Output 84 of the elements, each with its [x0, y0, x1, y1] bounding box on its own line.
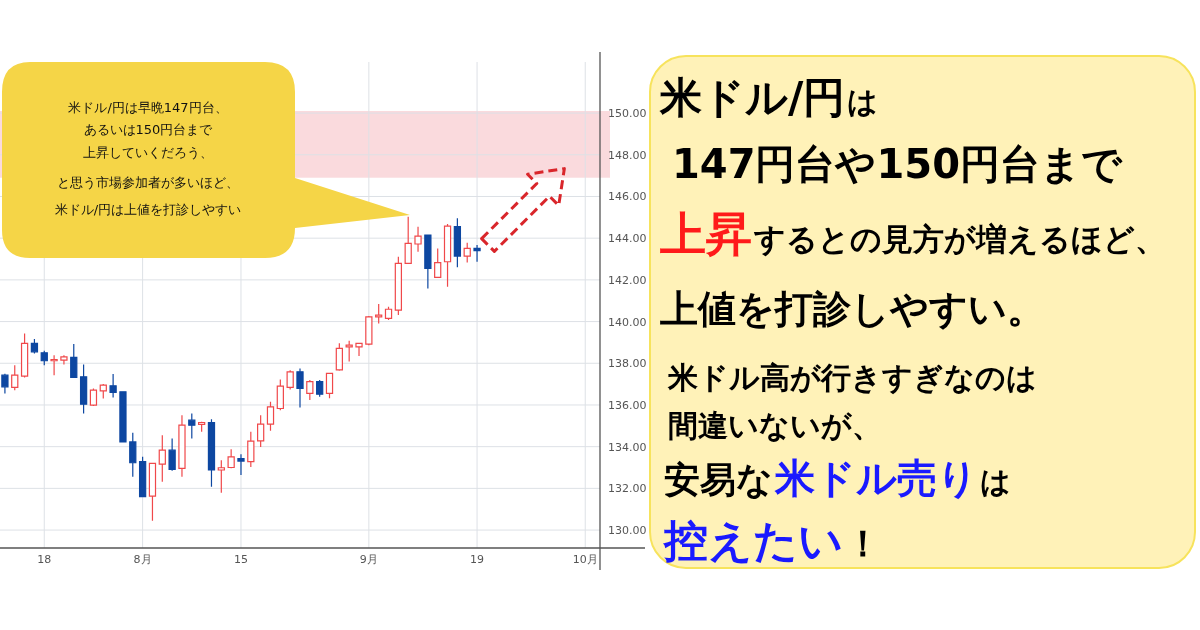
candlestick	[30, 338, 39, 355]
candlestick	[325, 372, 334, 399]
y-tick-label: 148.00	[608, 148, 647, 162]
candlestick	[286, 369, 294, 391]
candlestick	[375, 303, 383, 325]
candlestick	[70, 343, 78, 379]
y-tick-label: 140.00	[608, 315, 647, 329]
candlestick	[99, 383, 107, 400]
candlestick	[365, 315, 373, 346]
text: ！	[845, 523, 881, 564]
candlestick	[237, 453, 245, 476]
candlestick	[207, 418, 216, 488]
candlestick	[227, 448, 235, 469]
candlestick	[20, 332, 29, 379]
candlestick	[119, 390, 127, 444]
x-tick-label: 8月	[133, 553, 152, 566]
y-tick-label: 132.00	[608, 482, 647, 496]
candlestick	[60, 354, 68, 366]
annotation: 米ドル/円は上値を打診しやすい	[54, 202, 242, 217]
x-tick-label: 10月	[572, 553, 598, 566]
candlestick	[257, 414, 265, 448]
x-tick-label: 19	[470, 553, 485, 566]
y-tick-label: 146.00	[608, 190, 647, 204]
text: 147円台や150円台まで	[672, 141, 1123, 187]
candlestick	[404, 216, 412, 265]
candlestick	[355, 342, 363, 357]
y-tick-label: 144.00	[608, 232, 647, 246]
candlestick	[473, 244, 481, 263]
candlestick	[463, 242, 471, 264]
y-tick-label: 130.00	[608, 524, 647, 538]
candlestick	[394, 256, 403, 316]
y-tick-label: 142.00	[608, 273, 647, 287]
candlestick	[79, 363, 88, 415]
x-tick-label: 15	[233, 553, 248, 566]
candlestick	[109, 373, 117, 399]
annotation: 上昇していくだろう、	[83, 145, 213, 160]
text: 米ドル高が行きすぎなのは	[667, 360, 1037, 395]
text: 控えたい	[662, 515, 843, 566]
candlestick	[296, 367, 304, 409]
text: 米ドル売り	[774, 455, 978, 501]
candlestick	[138, 456, 147, 498]
candlestick	[1, 373, 9, 395]
y-tick-label: 150.00	[608, 107, 647, 121]
candlestick	[306, 379, 314, 401]
candlestick	[158, 434, 166, 483]
candlestick	[424, 234, 432, 290]
y-tick-label: 136.00	[608, 398, 647, 412]
candlestick	[11, 364, 19, 391]
y-tick-label: 134.00	[608, 440, 647, 454]
candlestick	[50, 354, 58, 376]
candlestick	[197, 421, 206, 433]
candlestick	[276, 378, 284, 411]
annotation: 米ドル/円は早晩147円台、	[68, 100, 228, 115]
candlestick	[148, 462, 157, 522]
candlestick	[40, 350, 48, 366]
annotation: と思う市場参加者が多いほど、	[57, 175, 239, 190]
candlestick	[129, 432, 137, 478]
x-tick-label: 9月	[359, 553, 378, 566]
x-tick-label: 18	[37, 553, 52, 566]
text: 上昇	[660, 207, 752, 261]
text: 上値を打診しやすい。	[660, 287, 1045, 331]
text: は	[980, 464, 1011, 499]
y-tick-label: 138.00	[608, 357, 647, 371]
candlestick	[453, 217, 462, 268]
annotation: あるいは150円台まで	[83, 122, 214, 137]
text: 間違いないが、	[668, 408, 882, 443]
candlestick	[345, 340, 353, 363]
candlestick	[414, 226, 422, 253]
candlestick	[217, 459, 225, 494]
text: は	[847, 84, 879, 119]
candlestick	[247, 431, 255, 468]
text: 安易な	[664, 459, 773, 500]
candlestick	[178, 414, 186, 478]
candlestick	[188, 412, 196, 440]
text: 米ドル/円	[659, 73, 846, 122]
candlestick	[168, 437, 176, 472]
candlestick	[266, 401, 275, 432]
candlestick	[443, 223, 452, 288]
candlestick	[335, 342, 343, 372]
candlestick	[316, 379, 324, 398]
candlestick	[89, 387, 98, 407]
candlestick	[384, 306, 393, 321]
text: するとの見方が増えるほど、	[753, 221, 1166, 257]
candlestick	[434, 247, 442, 278]
